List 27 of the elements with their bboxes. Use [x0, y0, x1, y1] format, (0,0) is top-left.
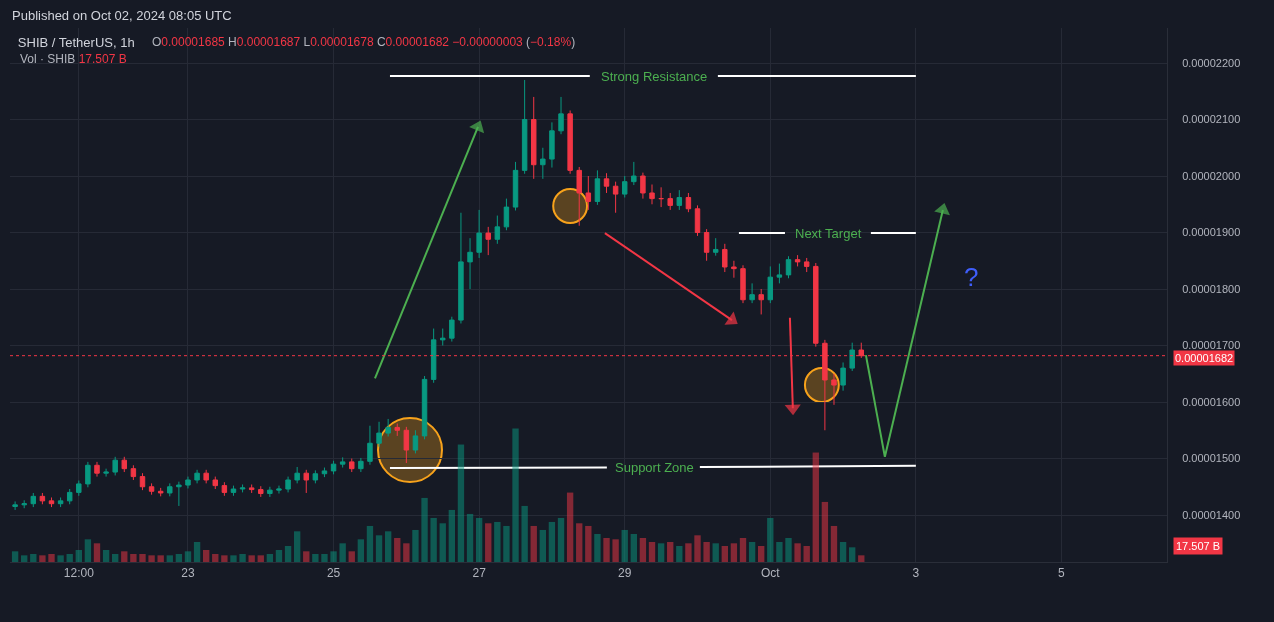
annotation: Support Zone [615, 460, 694, 475]
y-tick-label: 0.00001400 [1182, 508, 1241, 521]
annotation: Strong Resistance [601, 69, 708, 84]
x-tick-label: 25 [326, 566, 341, 581]
ref-line-label: 0.00001682 [1175, 352, 1234, 364]
x-tick-label: 27 [472, 566, 487, 581]
x-tick-label: Oct [760, 566, 781, 581]
x-tick-label: 23 [181, 566, 195, 581]
x-tick-label: 3 [912, 566, 920, 581]
annotation: Next Target [795, 226, 862, 241]
y-tick-label: 0.00002200 [1182, 56, 1241, 69]
annotation: ? [964, 262, 979, 292]
y-tick-label: 0.00001900 [1182, 226, 1241, 239]
annotation: Vol · SHIB 17.507 B [20, 52, 127, 66]
y-tick-label: 0.00001600 [1182, 395, 1241, 408]
text: SHIB / TetherUS, 1h [17, 34, 135, 50]
x-tick-label: 29 [618, 566, 632, 581]
y-tick-label: 0.00002000 [1182, 169, 1241, 182]
chart-subtitle: Published on Oct 02, 2024 08:05 UTC [12, 8, 232, 23]
y-tick-label: 0.00002100 [1182, 113, 1241, 126]
y-tick-label: 0.00001700 [1182, 339, 1241, 352]
x-tick-label: 12:00 [63, 566, 95, 581]
y-tick-label: 0.00001800 [1182, 282, 1241, 295]
y-tick-label: 0.00001500 [1182, 452, 1241, 465]
x-tick-label: 5 [1058, 566, 1066, 581]
text: 17.507 B [1176, 540, 1221, 552]
text: O0.00001685 H0.00001687 L0.00001678 C0.00001682 −0.00000003 (−0.18%) [152, 35, 576, 49]
